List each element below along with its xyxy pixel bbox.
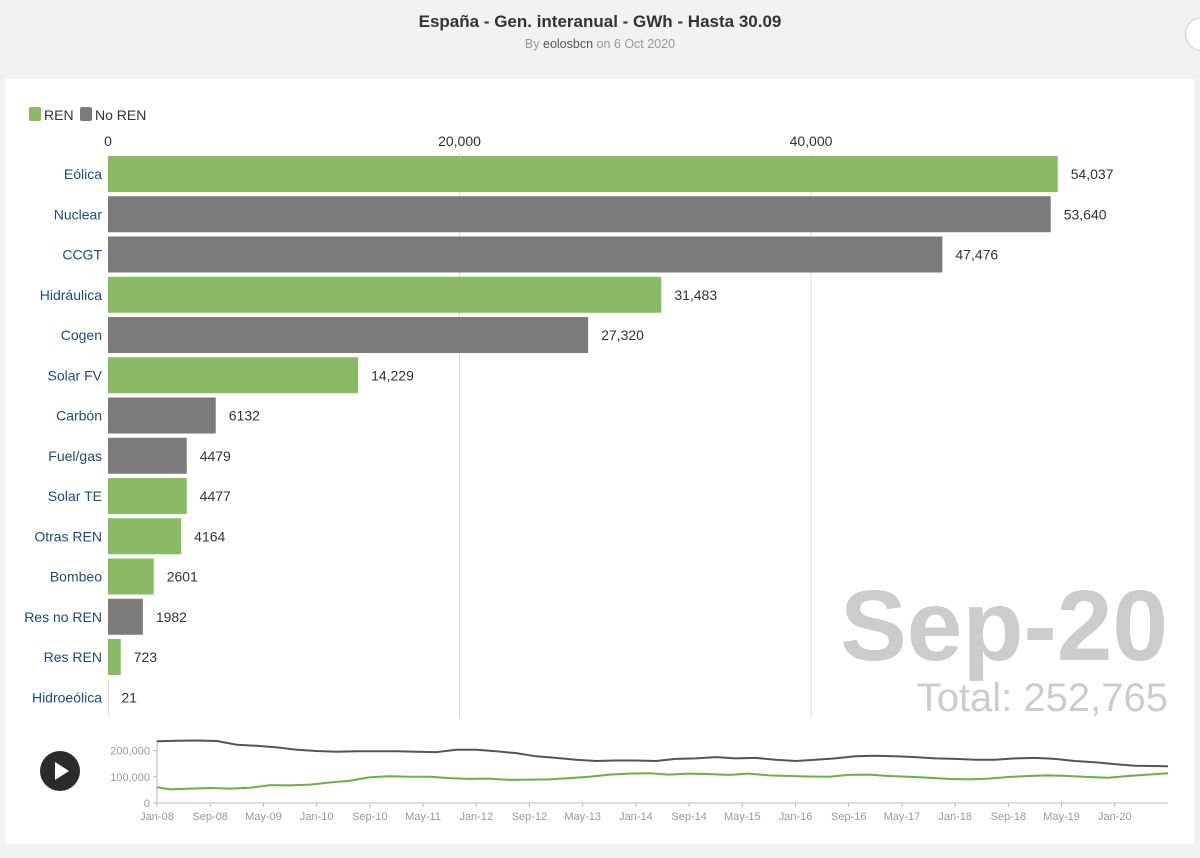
timeline-x-label: May-13 <box>564 811 601 823</box>
timeline-x-label: May-15 <box>724 811 761 823</box>
bar-category-label: Carbón <box>56 408 102 424</box>
bar <box>108 357 359 394</box>
bar-category-label: Bombeo <box>50 569 102 585</box>
timeline-x-label: May-09 <box>245 811 282 823</box>
legend-swatch <box>80 107 92 121</box>
bar-value-label: 31,483 <box>674 287 717 303</box>
bar-value-label: 4164 <box>194 528 225 544</box>
bar <box>108 639 121 675</box>
byline: By eolosbcn on 6 Oct 2020 <box>0 37 1200 51</box>
bar-value-label: 53,640 <box>1064 206 1107 222</box>
bar <box>108 437 187 474</box>
chart-title: España - Gen. interanual - GWh - Hasta 3… <box>418 12 782 31</box>
bar-category-label: CCGT <box>62 247 102 263</box>
timeline-x-label: Jan-18 <box>938 811 972 823</box>
bar <box>108 236 943 273</box>
timeline-x-label: May-19 <box>1043 811 1080 823</box>
bar <box>108 478 187 514</box>
bar-category-label: Solar FV <box>48 367 103 383</box>
timeline-x-label: Jan-16 <box>779 811 813 823</box>
bar-category-label: Hidráulica <box>40 287 102 303</box>
timeline-x-label: Sep-18 <box>991 811 1026 823</box>
timeline-x-label: Sep-08 <box>192 811 227 823</box>
x-tick-label: 20,000 <box>438 133 481 149</box>
bar-category-label: Nuclear <box>54 206 103 222</box>
total-label: Total: 252,765 <box>917 676 1168 720</box>
bar <box>108 196 1051 233</box>
bar-value-label: 4479 <box>200 448 231 464</box>
bar-category-label: Cogen <box>61 327 102 343</box>
timeline-x-label: Jan-14 <box>619 811 653 823</box>
byline-date: on 6 Oct 2020 <box>596 37 676 51</box>
timeline-x-label: Sep-12 <box>512 811 547 823</box>
timeline-x-label: May-17 <box>884 811 921 823</box>
x-tick-label: 0 <box>104 133 112 149</box>
timeline-series-line <box>156 739 1169 768</box>
timeline-y-label: 200,000 <box>110 746 150 758</box>
timeline-x-label: Jan-08 <box>140 811 174 823</box>
timeline-x-label: Jan-12 <box>459 811 493 823</box>
bar-category-label: Hidroeólica <box>32 689 102 705</box>
play-icon <box>55 762 69 780</box>
timeline-y-label: 100,000 <box>110 772 150 784</box>
bar-category-label: Otras REN <box>34 528 102 544</box>
byline-prefix: By <box>524 37 540 51</box>
bar <box>108 317 589 353</box>
bar <box>108 397 216 434</box>
bar-value-label: 27,320 <box>601 327 644 343</box>
timeline-x-label: Sep-16 <box>831 811 866 823</box>
bar-category-label: Eólica <box>64 166 102 182</box>
legend-label: No REN <box>95 107 146 123</box>
bar-value-label: 21 <box>121 689 137 705</box>
legend-swatch <box>29 107 41 121</box>
bar-value-label: 6132 <box>229 408 260 424</box>
x-tick-label: 40,000 <box>790 133 833 149</box>
timeline-y-label: 0 <box>144 798 150 810</box>
timeline-x-label: Jan-10 <box>300 811 334 823</box>
legend-label: REN <box>44 107 74 123</box>
timeline-x-label: Sep-14 <box>671 811 706 823</box>
period-label: Sep-20 <box>840 570 1168 682</box>
bar <box>108 598 143 635</box>
bar <box>108 558 154 595</box>
bar <box>108 276 662 313</box>
bar <box>108 156 1058 192</box>
bar-category-label: Fuel/gas <box>48 448 102 464</box>
bar-category-label: Res no REN <box>24 609 102 625</box>
timeline-x-label: Jan-20 <box>1098 811 1132 823</box>
bar-value-label: 1982 <box>156 609 187 625</box>
timeline-x-label: Sep-10 <box>352 811 387 823</box>
author-link[interactable]: eolosbcn <box>543 37 594 51</box>
chart-header: España - Gen. interanual - GWh - Hasta 3… <box>0 0 1200 70</box>
bar-category-label: Solar TE <box>48 488 102 504</box>
play-button[interactable] <box>40 751 80 791</box>
timeline-x-label: May-11 <box>405 811 441 823</box>
bar-value-label: 54,037 <box>1071 166 1114 182</box>
timeline-series-line <box>156 772 1169 791</box>
bar <box>108 518 182 555</box>
bar-value-label: 723 <box>134 649 158 665</box>
bar-category-label: Res REN <box>44 649 102 665</box>
bar-value-label: 4477 <box>200 488 231 504</box>
bar-value-label: 47,476 <box>955 247 998 263</box>
bar-value-label: 2601 <box>167 569 198 585</box>
bar-value-label: 14,229 <box>371 367 414 383</box>
